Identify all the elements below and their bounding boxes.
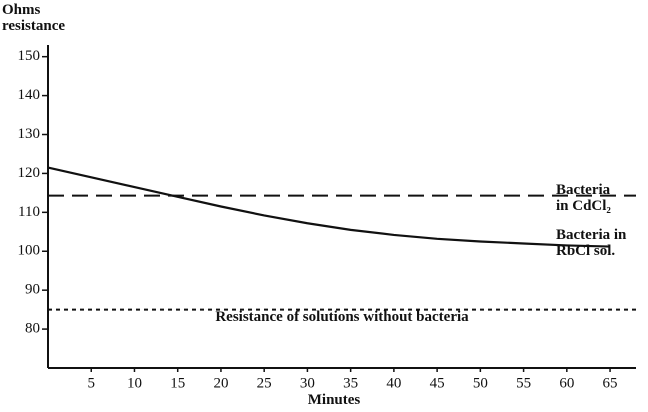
y-tick-label: 80 — [25, 321, 40, 337]
x-tick-label: 15 — [170, 375, 185, 391]
y-tick-label: 90 — [25, 282, 40, 298]
series-label: Bacteria in CdCl₂ — [556, 182, 611, 214]
x-tick-label: 35 — [343, 375, 358, 391]
x-tick-label: 65 — [603, 375, 618, 391]
series-label: Bacteria in RbCl sol. — [556, 227, 627, 259]
x-axis-label: Minutes — [307, 392, 361, 408]
y-tick-label: 140 — [18, 87, 41, 103]
x-tick-label: 50 — [473, 375, 488, 391]
y-tick-label: 150 — [18, 48, 41, 64]
x-tick-label: 40 — [386, 375, 401, 391]
x-tick-label: 5 — [87, 375, 95, 391]
y-tick-label: 120 — [18, 165, 41, 181]
y-axis-label: Ohms resistance — [2, 2, 66, 34]
x-tick-label: 60 — [559, 375, 574, 391]
y-tick-label: 130 — [18, 126, 41, 142]
x-tick-label: 45 — [430, 375, 445, 391]
x-tick-label: 20 — [213, 375, 228, 391]
x-tick-label: 25 — [257, 375, 272, 391]
line-series — [47, 166, 611, 248]
x-tick-label: 30 — [300, 375, 315, 391]
series-label: Resistance of solutions without bacteria — [215, 309, 469, 325]
y-tick-label: 110 — [18, 204, 40, 220]
x-tick-label: 55 — [516, 375, 531, 391]
y-tick-label: 100 — [18, 243, 41, 259]
x-tick-label: 10 — [127, 375, 142, 391]
